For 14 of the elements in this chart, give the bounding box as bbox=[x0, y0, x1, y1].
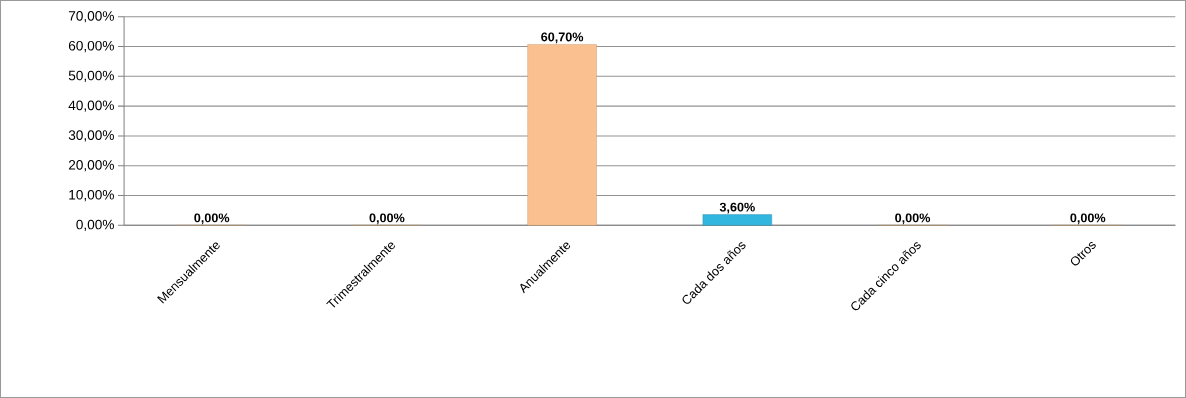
data-label: 0,00% bbox=[895, 213, 931, 225]
data-label: 60,70% bbox=[541, 32, 584, 44]
y-tick-label: 60,00% bbox=[68, 40, 114, 53]
data-label: 0,00% bbox=[194, 213, 230, 225]
data-label: 3,60% bbox=[719, 202, 755, 214]
data-label: 0,00% bbox=[369, 213, 405, 225]
y-tick-label: 20,00% bbox=[68, 160, 114, 172]
y-tick-label: 0,00% bbox=[76, 219, 114, 231]
y-tick-label: 30,00% bbox=[68, 130, 114, 142]
y-tick-label: 10,00% bbox=[69, 189, 114, 202]
y-tick-label: 70,00% bbox=[68, 11, 114, 23]
y-tick-label: 40,00% bbox=[68, 100, 114, 112]
data-label: 0,00% bbox=[1070, 213, 1106, 225]
y-tick-label: 50,00% bbox=[68, 70, 114, 82]
